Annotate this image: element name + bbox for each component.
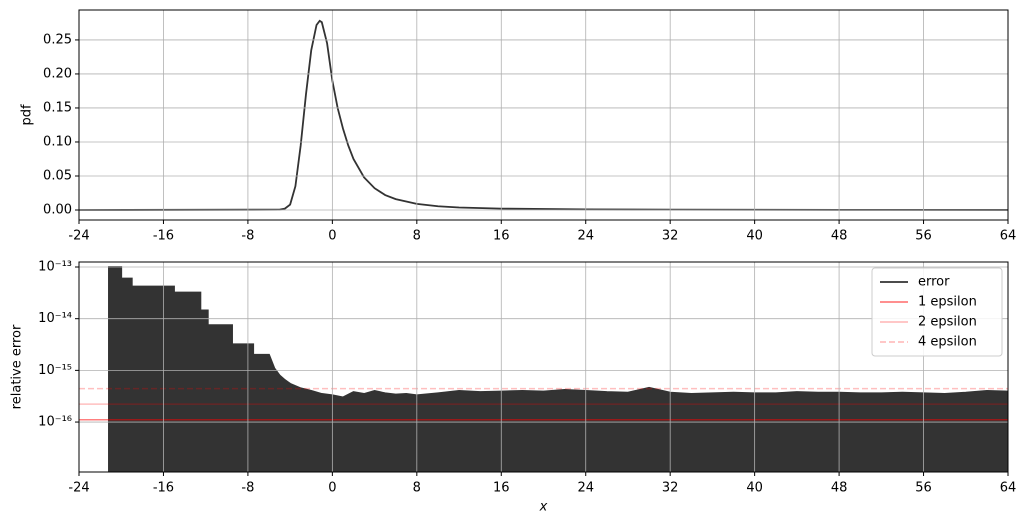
series-line [79,19,1008,211]
legend-label: 2 epsilon [918,315,977,330]
y-tick-label: 10⁻¹⁶ [38,415,72,430]
x-tick-label: 56 [915,481,932,496]
x-tick-label: -8 [241,481,254,496]
x-tick-label: 64 [1000,229,1017,244]
x-tick-label: 24 [577,229,594,244]
x-tick-label: -8 [241,229,254,244]
legend-label: error [918,275,950,290]
y-tick-label: 10⁻¹⁴ [38,311,72,326]
x-tick-label: 0 [328,229,336,244]
y-tick-label: 0.25 [43,32,72,47]
y-axis-label: relative error [10,324,25,409]
plot-area [79,266,1008,472]
x-tick-label: 32 [662,229,679,244]
x-tick-label: -24 [68,229,89,244]
y-tick-label: 0.20 [43,66,72,81]
x-tick-label: -16 [153,481,174,496]
y-tick-label: 0.05 [43,168,72,183]
x-tick-label: 32 [662,481,679,496]
axes-frame [78,261,1009,473]
x-tick-label: -24 [68,481,89,496]
x-tick-label: -16 [153,229,174,244]
error-fill [108,267,1008,472]
x-tick-label: 40 [746,229,763,244]
legend-label: 1 epsilon [918,295,977,310]
y-tick-label: 10⁻¹³ [38,260,72,275]
legend-label: 4 epsilon [918,335,977,350]
axes-frame [78,9,1009,221]
x-tick-label: 8 [413,481,421,496]
x-tick-label: 0 [328,481,336,496]
plot-area [79,19,1008,211]
x-tick-label: 8 [413,229,421,244]
x-axis-label: x [539,500,548,515]
x-tick-label: 40 [746,481,763,496]
series-line [108,266,1008,399]
x-tick-label: 48 [831,229,848,244]
legend-box [871,267,1003,357]
x-tick-label: 64 [1000,481,1017,496]
y-tick-label: 0.10 [43,134,72,149]
y-tick-label: 0.00 [43,203,72,218]
y-axis-label: pdf [20,104,35,126]
y-tick-label: 10⁻¹⁵ [38,363,72,378]
x-tick-label: 48 [831,481,848,496]
x-tick-label: 24 [577,481,594,496]
x-tick-label: 56 [915,229,932,244]
y-tick-label: 0.15 [43,100,72,115]
x-tick-label: 16 [493,229,510,244]
x-tick-label: 16 [493,481,510,496]
